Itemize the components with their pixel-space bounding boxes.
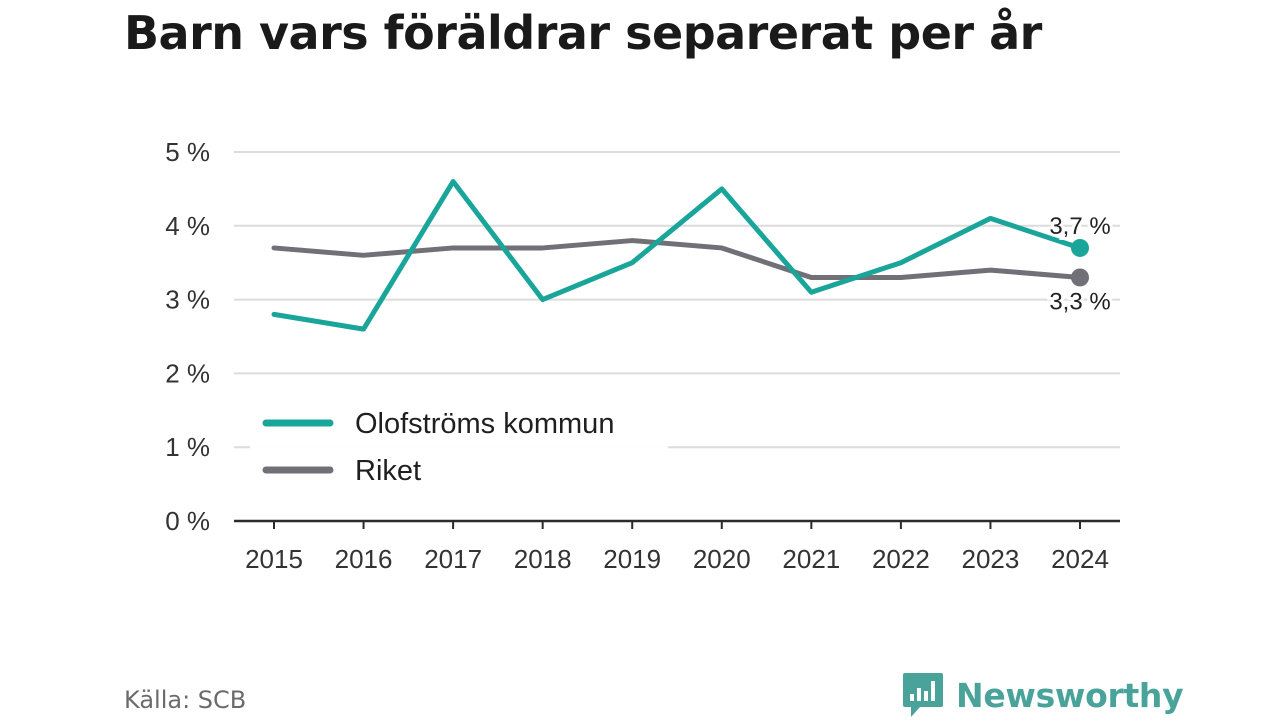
legend-box xyxy=(250,396,668,496)
y-axis-ticks: 0 % 1 % 2 % 3 % 4 % 5 % xyxy=(165,137,210,536)
series-line-0 xyxy=(271,179,1083,332)
x-tick-label: 2016 xyxy=(335,544,393,574)
x-tick-label: 2017 xyxy=(424,544,482,574)
brand-logo[interactable]: Newsworthy xyxy=(902,672,1184,718)
series-line-1 xyxy=(271,238,1083,280)
brand-name: Newsworthy xyxy=(956,675,1184,715)
newsworthy-logo-icon xyxy=(903,673,943,717)
chart-title: Barn vars föräldrar separerat per år xyxy=(124,6,1042,60)
series-end-point-0 xyxy=(1071,238,1089,257)
x-tick-label: 2019 xyxy=(603,544,661,574)
legend: Olofströms kommun Riket xyxy=(250,396,668,496)
y-tick-label: 5 % xyxy=(165,137,210,167)
x-tick-label: 2018 xyxy=(514,544,572,574)
series-end-point-1 xyxy=(1071,268,1089,287)
y-tick-label: 3 % xyxy=(165,285,210,315)
x-tick-label: 2022 xyxy=(872,544,930,574)
y-tick-label: 0 % xyxy=(165,506,210,536)
x-tick-label: 2021 xyxy=(782,544,840,574)
x-axis: 2015 2016 2017 2018 2019 2020 2021 2022 2023 2024 xyxy=(234,519,1120,574)
y-tick-label: 1 % xyxy=(165,432,210,462)
series-end-label-0: 3,7 % xyxy=(1049,213,1110,240)
x-tick-label: 2020 xyxy=(693,544,751,574)
y-tick-label: 4 % xyxy=(165,211,210,241)
series-end-label-1: 3,3 % xyxy=(1049,288,1110,315)
x-tick-label: 2024 xyxy=(1051,544,1109,574)
source-note: Källa: SCB xyxy=(124,686,247,714)
y-tick-label: 2 % xyxy=(165,358,210,388)
legend-label-1: Riket xyxy=(355,455,421,487)
x-tick-label: 2023 xyxy=(962,544,1020,574)
series-lines: 3,7 % 3,3 % xyxy=(271,179,1114,332)
x-tick-label: 2015 xyxy=(245,544,303,574)
legend-label-0: Olofströms kommun xyxy=(355,408,614,440)
